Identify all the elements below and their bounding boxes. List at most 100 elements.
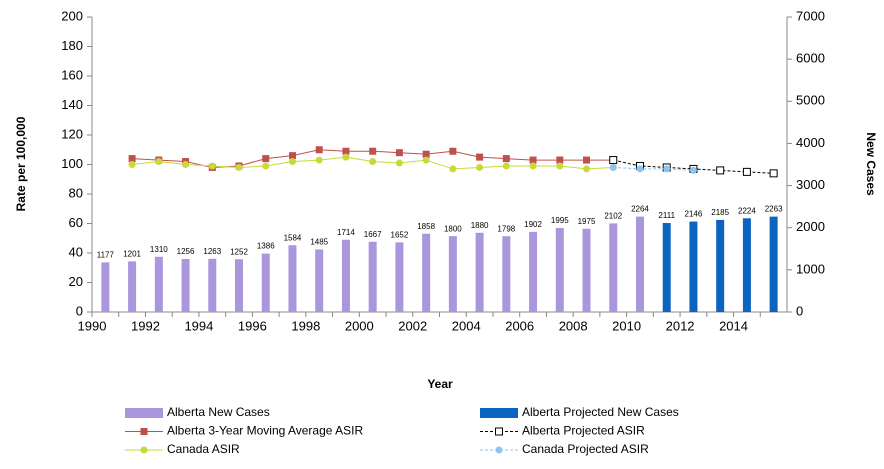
legend-label: Alberta New Cases <box>167 405 270 419</box>
legend-label: Alberta Projected New Cases <box>522 405 679 419</box>
x-tick-label: 2010 <box>612 318 641 333</box>
line-marker <box>556 156 564 164</box>
bar <box>288 245 297 312</box>
bar-value-label: 1800 <box>444 224 462 233</box>
y-tick-label: 120 <box>61 126 83 141</box>
line-marker <box>609 163 617 171</box>
y-tick-label: 100 <box>61 156 83 171</box>
bar <box>315 249 324 312</box>
line-marker <box>689 166 697 174</box>
y2-tick-label: 3000 <box>796 177 825 192</box>
bar-value-label: 1975 <box>578 217 596 226</box>
y-tick-label: 0 <box>76 303 83 318</box>
y2-tick-label: 4000 <box>796 135 825 150</box>
line-marker <box>529 156 537 164</box>
y2-tick-label: 6000 <box>796 51 825 66</box>
x-tick-label: 2006 <box>505 318 534 333</box>
bar-value-label: 2263 <box>765 205 783 214</box>
bar-value-label: 1858 <box>417 222 435 231</box>
line-marker <box>769 169 778 178</box>
bar-value-label: 2102 <box>604 212 622 221</box>
bar-value-label: 2185 <box>711 208 729 217</box>
line-marker <box>449 147 457 155</box>
legend-label: Canada ASIR <box>167 442 240 456</box>
line-marker <box>583 165 591 173</box>
bar-value-label: 1667 <box>364 230 382 239</box>
bar <box>341 239 350 312</box>
bar-value-label: 1995 <box>551 216 569 225</box>
line-marker <box>742 167 751 176</box>
bar-value-label: 2264 <box>631 205 649 214</box>
line-marker <box>369 158 377 166</box>
bar-value-label: 2224 <box>738 206 756 215</box>
bar-value-label: 1256 <box>177 247 195 256</box>
bar <box>128 261 137 312</box>
bar-value-label: 1201 <box>123 249 141 258</box>
line-marker <box>529 162 537 170</box>
bar <box>582 228 591 312</box>
bar <box>235 259 244 312</box>
line-marker <box>288 152 296 160</box>
legend-swatch <box>480 408 518 418</box>
x-tick-label: 1998 <box>291 318 320 333</box>
line-marker <box>315 156 323 164</box>
y2-tick-label: 2000 <box>796 219 825 234</box>
bar <box>208 258 217 312</box>
line-marker <box>395 159 403 167</box>
line-marker <box>636 165 644 173</box>
bar <box>529 231 538 312</box>
x-tick-label: 2012 <box>666 318 695 333</box>
bar-value-label: 1310 <box>150 245 168 254</box>
x-tick-label: 2014 <box>719 318 748 333</box>
legend-marker <box>140 428 148 435</box>
line-marker <box>315 146 323 154</box>
y2-tick-label: 5000 <box>796 93 825 108</box>
x-axis-title: Year <box>427 377 453 391</box>
y-tick-label: 180 <box>61 38 83 53</box>
bar-value-label: 2111 <box>658 211 675 220</box>
x-tick-label: 2000 <box>345 318 374 333</box>
bar <box>769 216 778 312</box>
legend-label: Canada Projected ASIR <box>522 442 649 456</box>
line-marker <box>128 161 136 168</box>
y-tick-label: 60 <box>69 215 83 230</box>
line-marker <box>556 162 564 170</box>
y-tick-label: 160 <box>61 67 83 82</box>
legend-label: Alberta Projected ASIR <box>522 424 645 438</box>
legend-swatch <box>125 408 163 418</box>
y-tick-label: 20 <box>69 274 83 289</box>
bar <box>395 242 404 312</box>
line-marker <box>155 158 163 166</box>
y2-tick-label: 7000 <box>796 8 825 23</box>
line-marker <box>182 161 190 168</box>
legend-label: Alberta 3-Year Moving Average ASIR <box>167 424 363 438</box>
line-marker <box>476 153 484 161</box>
bar <box>368 241 377 312</box>
y-tick-label: 80 <box>69 185 83 200</box>
bar <box>609 223 618 312</box>
y2-tick-label: 1000 <box>796 261 825 276</box>
line <box>613 166 694 171</box>
bar <box>181 259 190 312</box>
x-tick-label: 1996 <box>238 318 267 333</box>
line-marker <box>342 153 350 161</box>
bar <box>448 236 457 312</box>
x-tick-label: 1992 <box>131 318 160 333</box>
line-marker <box>262 162 270 170</box>
y-tick-label: 40 <box>69 244 83 259</box>
line-marker <box>609 156 618 165</box>
bar-value-label: 1252 <box>230 247 248 256</box>
line-marker <box>395 149 403 157</box>
line-marker <box>342 147 350 155</box>
bar <box>555 227 564 312</box>
bar-value-label: 1263 <box>203 247 221 256</box>
x-tick-label: 1990 <box>78 318 107 333</box>
bar-value-label: 1485 <box>310 238 328 247</box>
bar <box>422 233 431 312</box>
line-marker <box>422 156 430 164</box>
bar-value-label: 1902 <box>524 220 542 229</box>
bar <box>742 218 751 312</box>
line-marker <box>502 155 510 163</box>
bar-value-label: 1714 <box>337 228 355 237</box>
